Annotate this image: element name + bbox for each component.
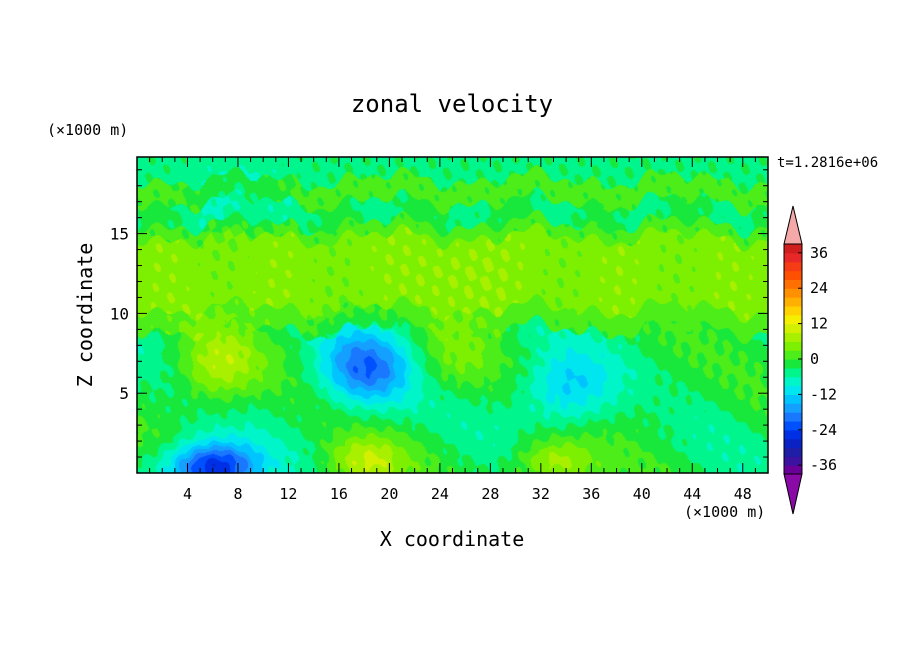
- colorbar-swatch: [784, 359, 802, 369]
- colorbar-tick-label: -24: [810, 421, 837, 439]
- colorbar-swatch: [784, 412, 802, 422]
- colorbar-swatch: [784, 244, 802, 254]
- chart-title: zonal velocity: [351, 90, 553, 118]
- x-tick-label: 36: [582, 485, 600, 503]
- x-tick-label: 8: [233, 485, 242, 503]
- colorbar-swatch: [784, 420, 802, 431]
- colorbar-tick-label: -36: [810, 456, 837, 474]
- colorbar-swatch: [784, 314, 802, 325]
- colorbar-swatch: [784, 288, 802, 298]
- colorbar-swatch: [784, 332, 802, 342]
- x-tick-label: 16: [330, 485, 348, 503]
- colorbar-swatch: [784, 297, 802, 307]
- colorbar-swatch: [784, 252, 802, 263]
- y-unit-label: (×1000 m): [47, 121, 128, 139]
- time-label: t=1.2816e+06: [777, 155, 878, 171]
- colorbar-swatch: [784, 447, 802, 457]
- colorbar-tick-label: 12: [810, 315, 828, 333]
- y-tick-label: 10: [110, 304, 129, 323]
- x-tick-label: 44: [683, 485, 701, 503]
- colorbar-tick-label: 36: [810, 244, 828, 262]
- velocity-field: [137, 157, 768, 473]
- x-tick-label: 20: [380, 485, 398, 503]
- y-tick-label: 15: [110, 225, 129, 244]
- plot-area: [136, 156, 769, 474]
- colorbar-swatch: [784, 367, 802, 378]
- colorbar-swatch: [784, 394, 802, 404]
- x-axis: 4 8 12 16 20 24 28 32 36 40 44 48: [149, 157, 756, 503]
- colorbar-swatch: [784, 270, 802, 280]
- colorbar-swatch: [784, 305, 802, 316]
- y-axis: 5 10 15: [110, 169, 768, 458]
- colorbar-swatch: [784, 403, 802, 413]
- y-axis-label: Z coordinate: [73, 243, 97, 388]
- colorbar-extend-high: [783, 205, 803, 245]
- x-tick-label: 4: [183, 485, 192, 503]
- y-tick-label: 5: [119, 384, 129, 403]
- colorbar: 36 24 12 0 -12 -24 -36: [783, 205, 837, 515]
- colorbar-swatch: [784, 385, 802, 395]
- colorbar-swatch: [784, 376, 802, 387]
- x-tick-label: 12: [279, 485, 297, 503]
- colorbar-swatch: [784, 341, 802, 351]
- colorbar-tick-label: 0: [810, 350, 819, 368]
- x-tick-label: 48: [734, 485, 752, 503]
- x-tick-label: 28: [481, 485, 499, 503]
- colorbar-swatch: [784, 429, 802, 440]
- x-tick-label: 40: [633, 485, 651, 503]
- colorbar-swatch: [784, 456, 802, 466]
- x-tick-label: 32: [532, 485, 550, 503]
- x-unit-label: (×1000 m): [684, 503, 765, 521]
- x-axis-label: X coordinate: [380, 527, 525, 551]
- colorbar-extend-low: [783, 473, 803, 515]
- colorbar-swatch: [784, 350, 802, 360]
- colorbar-swatch: [784, 465, 802, 475]
- colorbar-tick-label: -12: [810, 385, 837, 403]
- colorbar-swatch: [784, 438, 802, 449]
- colorbar-tick-label: 24: [810, 279, 828, 297]
- x-tick-label: 24: [431, 485, 449, 503]
- colorbar-swatch: [784, 279, 802, 289]
- colorbar-swatch: [784, 323, 802, 334]
- colorbar-swatch: [784, 261, 802, 272]
